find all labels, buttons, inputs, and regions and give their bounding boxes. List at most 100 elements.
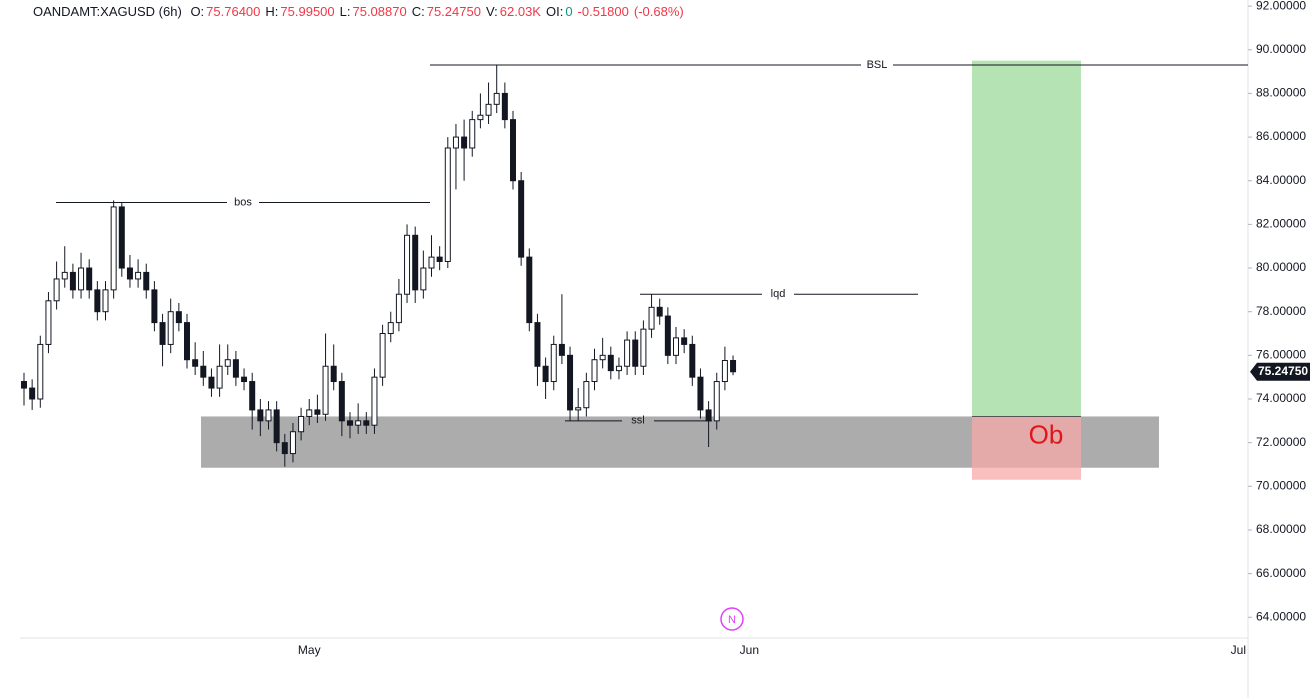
candle-body — [379, 333, 386, 378]
field-label: OI: — [545, 4, 564, 19]
candle-body — [273, 409, 280, 444]
candle-body — [167, 311, 174, 345]
change: -0.51800 — [577, 4, 629, 19]
y-tick-label: 86.00000 — [1256, 129, 1306, 143]
candle-body — [265, 409, 272, 422]
field-value: 75.24750 — [426, 4, 481, 19]
candle-body — [518, 180, 525, 258]
y-tick-label: 74.00000 — [1256, 391, 1306, 405]
y-tick-label: 70.00000 — [1256, 478, 1306, 492]
field-value: 75.76400 — [206, 4, 261, 19]
candle-body — [249, 381, 256, 411]
candle-body — [192, 359, 199, 367]
candle-body — [135, 271, 142, 280]
candle-body — [21, 381, 27, 389]
symbol: OANDAMT:XAGUSD (6h) — [33, 4, 182, 19]
field-label: H: — [265, 4, 279, 19]
y-tick-label: 90.00000 — [1256, 42, 1306, 56]
candle-body — [53, 278, 60, 302]
candle-body — [143, 271, 150, 291]
candle-body — [45, 300, 52, 345]
candle-body — [241, 376, 248, 383]
field-value: 75.08870 — [352, 4, 407, 19]
y-tick-label: 82.00000 — [1256, 217, 1306, 231]
candle-body — [347, 420, 353, 426]
candle-body — [599, 354, 606, 361]
candle-body — [404, 234, 411, 295]
event-marker-label: N — [728, 614, 736, 626]
candle-body — [208, 376, 215, 389]
candle-body — [673, 337, 679, 356]
candle-body — [322, 365, 329, 415]
candle-body — [355, 420, 362, 426]
y-tick-label: 68.00000 — [1256, 522, 1306, 536]
candle-body — [37, 343, 44, 400]
event-marker — [720, 607, 744, 631]
candle-body — [664, 315, 671, 356]
candle-body — [730, 359, 737, 373]
candle-body — [126, 267, 133, 280]
candle-body — [558, 343, 565, 356]
candle-body — [477, 114, 484, 121]
candle-body — [330, 365, 337, 383]
last-price-label: 75.24750 — [1258, 364, 1308, 378]
candle-body — [257, 409, 264, 422]
level-label: BSL — [867, 59, 888, 71]
candle-body — [61, 271, 68, 280]
x-tick-label: May — [298, 643, 321, 657]
candle-body — [501, 92, 508, 121]
candle-body — [721, 359, 728, 383]
candle-body — [681, 337, 688, 345]
candle-body — [29, 387, 36, 400]
candle-body — [461, 136, 468, 149]
candle-body — [395, 293, 402, 324]
candle-body — [640, 328, 647, 367]
loss-zone — [972, 416, 1081, 480]
level-label: bos — [234, 196, 252, 208]
candle-body — [184, 322, 190, 361]
candle-body — [656, 306, 663, 317]
candle-body — [542, 365, 549, 383]
y-tick-label: 88.00000 — [1256, 86, 1306, 100]
level-label: ssl — [631, 415, 644, 427]
candle-body — [387, 322, 394, 335]
y-tick-label: 66.00000 — [1256, 566, 1306, 580]
field-label: O: — [190, 4, 205, 19]
x-tick-label: Jun — [740, 643, 759, 657]
candle-body — [363, 420, 370, 426]
candle-body — [232, 359, 239, 378]
candle-body — [567, 354, 574, 411]
candle-body — [452, 136, 459, 149]
field-label: C: — [411, 4, 425, 19]
y-tick-label: 76.00000 — [1256, 348, 1306, 362]
y-tick-label: 64.00000 — [1256, 609, 1306, 623]
candle-body — [713, 381, 720, 422]
candle-body — [371, 376, 378, 426]
candle-body — [444, 147, 451, 262]
candle-body — [175, 311, 182, 324]
candle-body — [94, 289, 101, 313]
candle-body — [697, 376, 704, 411]
candle-body — [493, 92, 500, 105]
candle-body — [306, 409, 313, 417]
y-tick-label: 72.00000 — [1256, 435, 1306, 449]
y-tick-label: 78.00000 — [1256, 304, 1306, 318]
field-value: 62.03K — [499, 4, 541, 19]
level-label: lqd — [771, 288, 786, 300]
candle-body — [469, 119, 476, 149]
candle-body — [583, 381, 590, 409]
candle-body — [428, 256, 435, 269]
candle-body — [705, 409, 712, 422]
field-value: 0 — [565, 4, 573, 19]
candle-body — [420, 267, 427, 291]
candle-body — [436, 256, 443, 262]
profit-zone — [972, 60, 1081, 417]
field-value: 75.99500 — [280, 4, 335, 19]
candle-body — [151, 289, 158, 324]
candle-body — [118, 206, 125, 269]
last-price-pointer — [1250, 362, 1310, 381]
candle-body — [200, 365, 207, 378]
candle-body — [224, 359, 231, 367]
legend-header: OANDAMT:XAGUSD (6h) O: 75.76400 H: 75.99500… — [33, 4, 689, 19]
field-label: V: — [485, 4, 498, 19]
